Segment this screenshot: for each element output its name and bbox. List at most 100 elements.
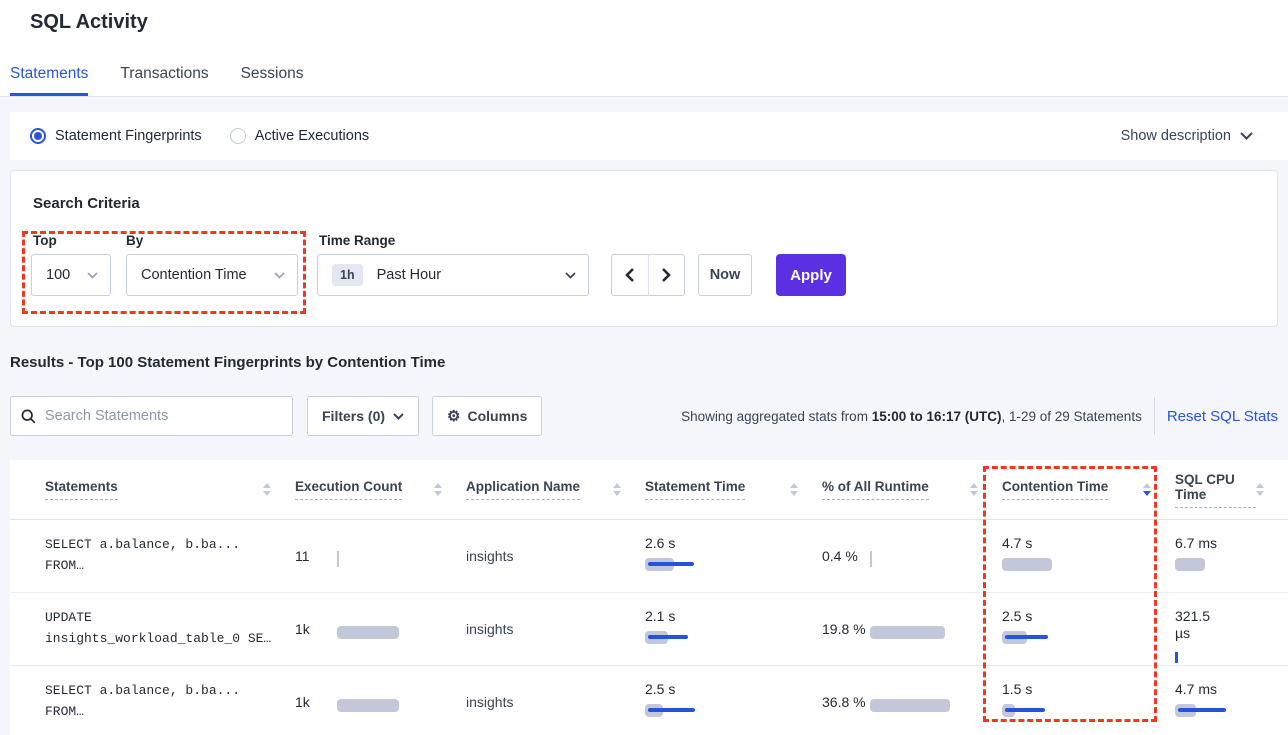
execution-count-value: 1k bbox=[295, 620, 310, 637]
table-row: SELECT a.balance, b.ba... FROM… 11 insights… bbox=[10, 520, 1288, 593]
previous-time-button[interactable] bbox=[611, 254, 648, 296]
cell-sql-cpu-time: 321.5 µs bbox=[1175, 593, 1288, 665]
filters-button[interactable]: Filters (0) bbox=[307, 396, 420, 436]
statement-time-value: 2.5 s bbox=[645, 681, 676, 697]
search-statements-box[interactable] bbox=[10, 396, 293, 436]
column-header-execution_count[interactable]: Execution Count bbox=[295, 479, 466, 500]
chevron-down-icon bbox=[565, 271, 576, 279]
column-header-label[interactable]: Application Name bbox=[466, 479, 581, 500]
radio-unselected-icon[interactable] bbox=[229, 128, 246, 144]
show-description-toggle[interactable]: Show description bbox=[1121, 128, 1253, 144]
cell-execution-count: 11 bbox=[295, 520, 466, 592]
statement-line: insights_workload_table_0 SE… bbox=[45, 631, 272, 646]
top-select[interactable]: 100 bbox=[31, 254, 111, 296]
value-bar bbox=[337, 625, 399, 639]
show-description-label: Show description bbox=[1120, 128, 1231, 144]
radio-statement-fingerprints[interactable]: Statement Fingerprints bbox=[30, 128, 202, 144]
value-bar-line bbox=[1178, 708, 1226, 712]
reset-sql-stats-link[interactable]: Reset SQL Stats bbox=[1166, 407, 1278, 425]
stats-time-window: 15:00 to 16:17 (UTC) bbox=[871, 408, 1002, 424]
value-bar bbox=[870, 698, 950, 712]
statements-table: Statements Execution Count Application Nam… bbox=[10, 460, 1288, 735]
statement-fingerprint-link[interactable]: UPDATE insights_workload_table_0 SE… bbox=[45, 593, 295, 665]
results-heading: Results - Top 100 Statement Fingerprints… bbox=[10, 354, 446, 371]
sort-icon[interactable] bbox=[970, 483, 978, 496]
by-select-value: Contention Time bbox=[141, 267, 247, 283]
tab-bar: Statements Transactions Sessions bbox=[10, 55, 335, 96]
sql-cpu-time-value: 6.7 ms bbox=[1175, 535, 1218, 551]
cell-execution-count: 1k bbox=[295, 593, 466, 665]
contention-time-value: 4.7 s bbox=[1002, 535, 1033, 551]
apply-button[interactable]: Apply bbox=[776, 254, 846, 296]
radio-selected-icon[interactable] bbox=[30, 128, 46, 144]
search-statements-input[interactable] bbox=[45, 408, 282, 424]
page-title: SQL Activity bbox=[30, 11, 148, 33]
cell-application-name: insights bbox=[466, 694, 514, 710]
cell-pct-runtime: 36.8 % bbox=[822, 666, 1002, 735]
value-bar bbox=[337, 698, 399, 712]
cell-pct-runtime: 19.8 % bbox=[822, 593, 1002, 665]
chevron-down-icon bbox=[87, 271, 98, 279]
statement-fingerprint-link[interactable]: SELECT a.balance, b.ba... FROM… bbox=[45, 666, 295, 735]
column-header-sql_cpu_time[interactable]: SQL CPU Time bbox=[1175, 472, 1288, 508]
time-range-value: Past Hour bbox=[376, 267, 442, 283]
chevron-left-icon bbox=[625, 268, 635, 282]
column-header-label[interactable]: Statement Time bbox=[645, 479, 746, 500]
by-label: By bbox=[126, 233, 144, 248]
contention-time-value: 2.5 s bbox=[1002, 608, 1033, 624]
time-range-select[interactable]: 1h Past Hour bbox=[317, 254, 589, 296]
sql-cpu-time-value: 321.5 µs bbox=[1175, 608, 1211, 641]
column-header-label[interactable]: Contention Time bbox=[1002, 479, 1109, 500]
value-tick bbox=[337, 550, 339, 567]
column-header-label[interactable]: SQL CPU Time bbox=[1175, 472, 1256, 508]
top-label: Top bbox=[33, 233, 57, 248]
radio-active-executions[interactable]: Active Executions bbox=[229, 128, 369, 144]
value-bar bbox=[1175, 558, 1205, 571]
statement-line: SELECT a.balance, b.ba... bbox=[45, 683, 241, 698]
cell-execution-count: 1k bbox=[295, 666, 466, 735]
now-button[interactable]: Now bbox=[698, 254, 752, 296]
tab-sessions[interactable]: Sessions bbox=[240, 65, 304, 82]
sort-icon[interactable] bbox=[263, 483, 271, 496]
cell-sql-cpu-time: 4.7 ms bbox=[1175, 666, 1288, 735]
sort-icon[interactable] bbox=[613, 483, 621, 496]
columns-label: Columns bbox=[467, 408, 528, 424]
cell-pct-runtime: 0.4 % bbox=[822, 520, 1002, 592]
sort-icon[interactable] bbox=[1143, 483, 1151, 496]
sort-icon[interactable] bbox=[434, 483, 442, 496]
tab-statements[interactable]: Statements bbox=[10, 55, 89, 96]
value-bar-line bbox=[648, 635, 688, 639]
toolbar-divider bbox=[1153, 397, 1155, 435]
by-select[interactable]: Contention Time bbox=[126, 254, 298, 296]
table-body: SELECT a.balance, b.ba... FROM… 11 insights… bbox=[10, 520, 1288, 735]
column-header-label[interactable]: % of All Runtime bbox=[822, 479, 929, 500]
sql-cpu-time-value: 4.7 ms bbox=[1175, 681, 1218, 697]
pct-runtime-value: 19.8 % bbox=[822, 620, 866, 637]
cell-application-name: insights bbox=[466, 548, 514, 564]
statement-fingerprint-link[interactable]: SELECT a.balance, b.ba... FROM… bbox=[45, 520, 295, 592]
column-header-application[interactable]: Application Name bbox=[466, 479, 645, 500]
time-range-label: Time Range bbox=[319, 233, 396, 248]
chevron-down-icon bbox=[393, 412, 404, 420]
chevron-down-icon bbox=[1240, 132, 1253, 140]
column-header-label[interactable]: Statements bbox=[45, 479, 118, 500]
chevron-down-icon bbox=[274, 271, 285, 279]
column-header-statement_time[interactable]: Statement Time bbox=[645, 479, 822, 500]
cell-contention-time: 4.7 s bbox=[1002, 520, 1175, 592]
sort-icon[interactable] bbox=[1256, 483, 1264, 496]
cell-statement-time: 2.6 s bbox=[645, 520, 822, 592]
page-header: SQL Activity Statements Transactions Ses… bbox=[0, 0, 1288, 97]
cell-contention-time: 2.5 s bbox=[1002, 593, 1175, 665]
column-header-pct_runtime[interactable]: % of All Runtime bbox=[822, 479, 1002, 500]
sort-icon[interactable] bbox=[790, 483, 798, 496]
tab-transactions[interactable]: Transactions bbox=[120, 65, 209, 82]
chevron-right-icon bbox=[661, 268, 671, 282]
columns-button[interactable]: ⚙ Columns bbox=[432, 396, 543, 436]
next-time-button[interactable] bbox=[647, 254, 685, 296]
search-criteria-panel: Search Criteria Top 100 By Contention Ti… bbox=[10, 170, 1278, 327]
column-header-statement[interactable]: Statements bbox=[45, 479, 295, 500]
search-criteria-heading: Search Criteria bbox=[33, 195, 140, 212]
column-header-label[interactable]: Execution Count bbox=[295, 479, 403, 500]
column-header-contention_time[interactable]: Contention Time bbox=[1002, 479, 1175, 500]
results-toolbar: Filters (0) ⚙ Columns Showing aggregated… bbox=[10, 396, 1288, 436]
